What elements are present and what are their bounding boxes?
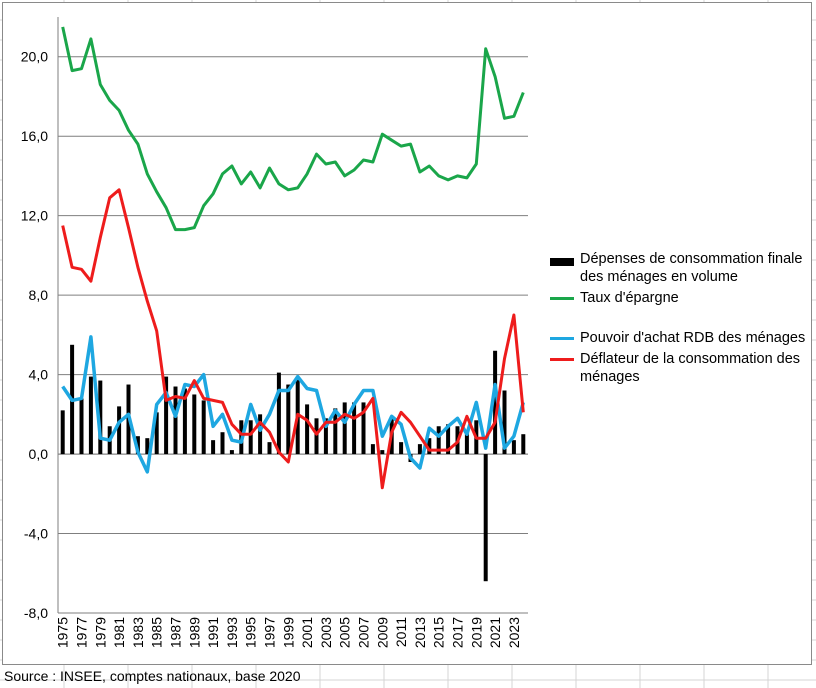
legend-swatch-green-line — [550, 297, 574, 300]
x-tick-label: 2005 — [337, 617, 353, 648]
bar-1997 — [267, 442, 272, 455]
bar-1993 — [229, 450, 234, 455]
legend-swatch-bar — [550, 258, 574, 266]
legend-label-savings-rate: Taux d'épargne — [580, 290, 679, 306]
legend-label-consumption: Dépenses de consommation finale des ména… — [580, 251, 803, 285]
bar-2024 — [521, 434, 526, 455]
bar-2001 — [305, 404, 310, 455]
bar-1975 — [60, 410, 65, 455]
bar-1989 — [192, 394, 197, 455]
x-tick-label: 1981 — [111, 617, 127, 648]
y-tick-label: 12,0 — [21, 208, 48, 224]
x-tick-label: 1995 — [243, 617, 259, 648]
bar-2015 — [436, 426, 441, 455]
bar-1999 — [286, 384, 291, 455]
x-tick-label: 2017 — [450, 617, 466, 648]
bar-1987 — [173, 386, 178, 455]
bar-1984 — [145, 438, 150, 455]
bar-1990 — [201, 400, 206, 455]
y-tick-label: 4,0 — [29, 367, 49, 383]
line-deflator — [61, 188, 525, 490]
x-tick-label: 1991 — [205, 617, 221, 648]
legend-label-purchasing-power: Pouvoir d'achat RDB des ménages — [580, 330, 806, 346]
chart-legend: Dépenses de consommation finale des ména… — [548, 250, 808, 386]
bar-2005 — [342, 402, 347, 455]
legend-label-deflator: Déflateur de la consommation des ménages — [580, 351, 801, 385]
x-tick-label: 2019 — [468, 617, 484, 648]
bar-1988 — [182, 388, 187, 455]
bar-1998 — [276, 372, 281, 455]
bar-2020 — [483, 454, 488, 582]
legend-swatch-blue-line — [550, 337, 574, 340]
bar-1977 — [79, 398, 84, 455]
x-tick-label: 1999 — [280, 617, 296, 648]
x-tick-label: 1979 — [92, 617, 108, 648]
legend-item-consumption: Dépenses de consommation finale des ména… — [548, 250, 808, 286]
x-tick-label: 2003 — [318, 617, 334, 648]
bar-2003 — [323, 418, 328, 455]
bar-2009 — [380, 450, 385, 455]
y-tick-label: 0,0 — [29, 446, 49, 462]
bar-1992 — [220, 432, 225, 455]
x-tick-label: 2001 — [299, 617, 315, 648]
x-tick-label: 1983 — [130, 617, 146, 648]
line-savings-rate — [61, 26, 525, 232]
x-tick-label: 2021 — [487, 617, 503, 648]
bar-2014 — [427, 438, 432, 455]
bar-2011 — [399, 442, 404, 455]
bar-1981 — [117, 406, 122, 455]
legend-item-purchasing-power: Pouvoir d'achat RDB des ménages — [548, 329, 808, 347]
bar-1985 — [154, 412, 159, 455]
legend-swatch-red-line — [550, 358, 574, 361]
x-tick-label: 1989 — [186, 617, 202, 648]
legend-item-savings-rate: Taux d'épargne — [548, 289, 808, 307]
bar-2021 — [493, 350, 498, 455]
x-tick-label: 2007 — [356, 617, 372, 648]
x-tick-label: 1987 — [168, 617, 184, 648]
bar-2004 — [333, 408, 338, 455]
bar-1996 — [258, 414, 263, 455]
bar-1979 — [98, 380, 103, 455]
y-tick-label: -8,0 — [24, 605, 48, 621]
bar-2006 — [352, 402, 357, 455]
bar-1986 — [164, 376, 169, 455]
x-tick-label: 1985 — [149, 617, 165, 648]
x-tick-label: 1993 — [224, 617, 240, 648]
x-tick-label: 2023 — [506, 617, 522, 648]
bar-1991 — [211, 440, 216, 455]
bar-2023 — [511, 440, 516, 455]
y-tick-label: -4,0 — [24, 526, 48, 542]
x-tick-label: 1977 — [74, 617, 90, 648]
x-tick-label: 2013 — [412, 617, 428, 648]
line-purchasing-power — [61, 335, 525, 474]
bar-1995 — [248, 420, 253, 455]
x-tick-label: 2011 — [393, 617, 409, 647]
bar-2013 — [417, 444, 422, 455]
x-tick-label: 1997 — [262, 617, 278, 648]
bar-2018 — [464, 432, 469, 455]
legend-item-deflator: Déflateur de la consommation des ménages — [548, 350, 808, 386]
y-tick-label: 16,0 — [21, 128, 48, 144]
chart-area[interactable] — [2, 2, 812, 665]
bar-2008 — [370, 444, 375, 455]
x-tick-label: 2009 — [374, 617, 390, 648]
y-tick-label: 8,0 — [29, 287, 49, 303]
x-tick-label: 2015 — [431, 617, 447, 648]
bar-2016 — [446, 424, 451, 455]
bar-1978 — [88, 376, 93, 455]
bar-2022 — [502, 390, 507, 455]
bar-2002 — [314, 418, 319, 455]
bar-2007 — [361, 402, 366, 455]
source-note: Source : INSEE, comptes nationaux, base … — [4, 668, 301, 684]
y-tick-label: 20,0 — [21, 49, 48, 65]
x-tick-label: 1975 — [55, 617, 71, 648]
